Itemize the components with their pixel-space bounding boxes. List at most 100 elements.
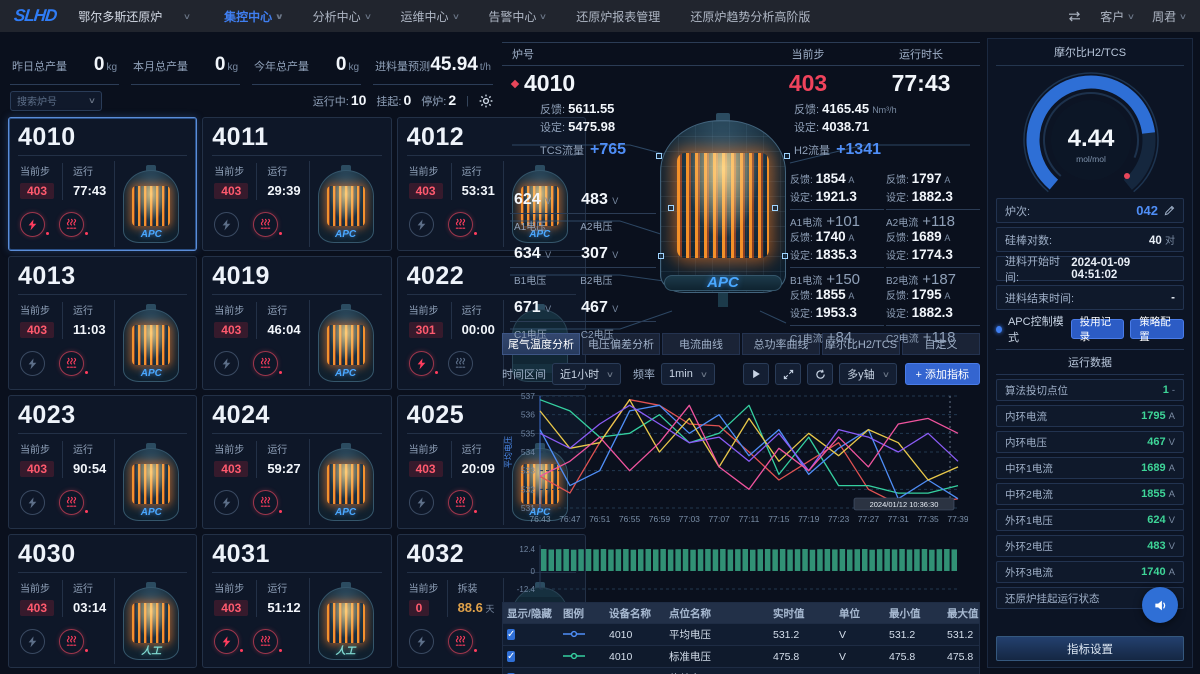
site-selector[interactable]: 鄂尔多斯还原炉 ∨ bbox=[78, 8, 191, 25]
furnace-search-select[interactable]: 搜索炉号 ∨ bbox=[10, 90, 102, 111]
furnace-card-4011[interactable]: 4011 当前步 403 运行 29:39 APC bbox=[202, 117, 392, 251]
heat-icon[interactable] bbox=[253, 490, 283, 515]
gear-icon bbox=[479, 94, 493, 107]
heat-icon[interactable] bbox=[59, 490, 88, 515]
power-bolt-icon[interactable] bbox=[20, 212, 49, 237]
svg-text:533: 533 bbox=[521, 466, 535, 476]
heat-icon[interactable] bbox=[253, 629, 283, 654]
heat-icon[interactable] bbox=[447, 212, 477, 237]
chevron-down-icon: ∨ bbox=[699, 369, 708, 379]
svg-text:76:43: 76:43 bbox=[529, 514, 551, 524]
nav-item[interactable]: 还原炉报表管理 bbox=[576, 9, 661, 24]
power-bolt-icon[interactable] bbox=[214, 490, 240, 515]
refresh-button[interactable] bbox=[807, 363, 834, 385]
power-bolt-icon[interactable] bbox=[20, 351, 45, 376]
heat-icon[interactable] bbox=[447, 351, 473, 376]
tab-电压偏差分析[interactable]: 电压偏差分析 bbox=[582, 333, 660, 355]
h2-flow-block: 反馈: 4165.45 Nm³/h 设定: 4038.71 H2流量 +1341 bbox=[794, 101, 897, 158]
table-header-cell: 设备名称 bbox=[609, 607, 651, 620]
indicator-settings-button[interactable]: 指标设置 bbox=[996, 636, 1184, 661]
furnace-card-4023[interactable]: 4023 当前步 403 运行 90:54 APC bbox=[8, 395, 198, 529]
furnace-thumbnail: 人工 bbox=[123, 582, 180, 660]
power-bolt-icon[interactable] bbox=[408, 351, 438, 376]
heat-icon[interactable] bbox=[59, 629, 88, 654]
furnace-card-4024[interactable]: 4024 当前步 403 运行 59:27 APC bbox=[202, 395, 392, 529]
edit-pencil-button[interactable] bbox=[1164, 205, 1175, 216]
furnace-card-grid: 4010 当前步 403 运行 77:43 APC 4011 当前步 403 运行 29:39 APC… bbox=[8, 117, 586, 668]
marker-icon bbox=[784, 153, 790, 159]
voltage-block: 634 V 307 V B1电压 B2电压 bbox=[510, 245, 656, 287]
furnace-card-4025[interactable]: 4025 当前步 403 运行 20:09 APC bbox=[396, 395, 586, 529]
furnace-card-4010[interactable]: 4010 当前步 403 运行 77:43 APC bbox=[8, 117, 198, 251]
time-range-select[interactable]: 近1小时 ∨ bbox=[552, 363, 621, 385]
tab-摩尔比H2/TCS[interactable]: 摩尔比H2/TCS bbox=[822, 333, 900, 355]
user-menu[interactable]: 周君 ∨ bbox=[1152, 9, 1188, 24]
chevron-down-icon: ∨ bbox=[1178, 11, 1188, 21]
power-bolt-icon[interactable] bbox=[408, 629, 434, 654]
heat-icon[interactable] bbox=[59, 212, 88, 237]
add-indicator-button[interactable]: + 添加指标 bbox=[904, 363, 980, 385]
svg-text:77:39: 77:39 bbox=[947, 514, 968, 524]
row-visibility-checkbox[interactable]: ✓ bbox=[507, 629, 516, 640]
expand-button[interactable] bbox=[775, 363, 802, 385]
furnace-number: 4030 bbox=[18, 540, 188, 573]
divider: | bbox=[466, 94, 469, 107]
settings-gear-button[interactable] bbox=[479, 94, 493, 108]
heat-icon bbox=[261, 635, 271, 646]
svg-text:535: 535 bbox=[521, 428, 535, 438]
bolt-icon bbox=[222, 635, 231, 647]
tab-总功率曲线[interactable]: 总功率曲线 bbox=[742, 333, 820, 355]
furnace-card-4013[interactable]: 4013 当前步 403 运行 11:03 APC bbox=[8, 256, 198, 390]
table-header-cell: 图例 bbox=[563, 607, 584, 620]
power-bolt-icon[interactable] bbox=[408, 490, 434, 515]
heat-icon[interactable] bbox=[253, 351, 283, 376]
furnace-card-4019[interactable]: 4019 当前步 403 运行 46:04 APC bbox=[202, 256, 392, 390]
power-bolt-icon[interactable] bbox=[214, 212, 240, 237]
swap-icon[interactable] bbox=[1067, 10, 1082, 22]
nav-item[interactable]: 告警中心 ∨ bbox=[488, 9, 548, 24]
customer-menu[interactable]: 客户 ∨ bbox=[1100, 9, 1136, 24]
play-icon bbox=[752, 369, 760, 379]
brand-logo: SLHD bbox=[13, 6, 58, 25]
chevron-down-icon: ∨ bbox=[1127, 11, 1136, 21]
heat-icon[interactable] bbox=[447, 629, 477, 654]
play-button[interactable] bbox=[743, 363, 770, 385]
nav-item[interactable]: 分析中心 ∨ bbox=[312, 9, 372, 24]
furnace-3d-model: APC bbox=[656, 113, 790, 317]
furnace-card-4031[interactable]: 4031 当前步 403 运行 51:12 人工 bbox=[202, 534, 392, 668]
frequency-select[interactable]: 1min ∨ bbox=[660, 363, 715, 385]
heat-icon[interactable] bbox=[253, 212, 283, 237]
strategy-config-button[interactable]: 策略配置 bbox=[1130, 316, 1184, 343]
analysis-tabs: 尾气温度分析 电压偏差分析 电流曲线 总功率曲线 摩尔比H2/TCS 自定义 bbox=[502, 333, 980, 355]
step-badge: 403 bbox=[408, 461, 443, 477]
heat-icon[interactable] bbox=[59, 351, 88, 376]
trend-line-chart[interactable]: 平均电压 531 532 533 534 535 536 537 76:43 76:47 76:51… bbox=[502, 390, 980, 541]
power-bolt-icon[interactable] bbox=[20, 490, 45, 515]
voice-alert-button[interactable] bbox=[1142, 587, 1178, 623]
heat-icon[interactable] bbox=[447, 490, 477, 515]
power-bolt-icon[interactable] bbox=[214, 351, 240, 376]
furnace-info-panel: 摩尔比H2/TCS 4.44 mol/mol 炉次: 042 bbox=[987, 38, 1193, 668]
tab-尾气温度分析[interactable]: 尾气温度分析 bbox=[502, 333, 580, 355]
furnace-card-4030[interactable]: 4030 当前步 403 运行 03:14 人工 bbox=[8, 534, 198, 668]
run-data-title: 运行数据 bbox=[996, 349, 1184, 375]
tab-电流曲线[interactable]: 电流曲线 bbox=[662, 333, 740, 355]
run-data-row: 内环电压 467 V bbox=[996, 431, 1184, 453]
power-bolt-icon[interactable] bbox=[408, 212, 434, 237]
frequency-label: 频率 bbox=[632, 369, 655, 381]
furnace-number: 4019 bbox=[212, 262, 382, 295]
nav-item[interactable]: 运维中心 ∨ bbox=[400, 9, 460, 24]
power-bolt-icon[interactable] bbox=[214, 629, 244, 654]
line-chart-svg: 平均电压 531 532 533 534 535 536 537 76:43 76:47 76:51… bbox=[503, 391, 969, 524]
tab-自定义[interactable]: 自定义 bbox=[902, 333, 980, 355]
power-bolt-icon[interactable] bbox=[20, 629, 45, 654]
nav-item[interactable]: 还原炉趋势分析高阶版 bbox=[690, 9, 811, 24]
multi-yaxis-select[interactable]: 多y轴 ∨ bbox=[839, 363, 897, 385]
table-header-cell: 最大值 bbox=[947, 607, 979, 620]
nav-item[interactable]: 集控中心 ∨ bbox=[224, 9, 284, 24]
speaker-icon bbox=[1154, 600, 1165, 610]
row-visibility-checkbox[interactable]: ✓ bbox=[507, 651, 516, 662]
deviation-bar-chart[interactable]: 12.4 0 -12.4 bbox=[502, 541, 980, 600]
usage-record-button[interactable]: 投用记录 bbox=[1070, 316, 1125, 343]
point-data-table: 显示/隐藏图例设备名称点位名称实时值单位最小值最大值当前页平 ✓4010平均电压… bbox=[502, 602, 1009, 674]
